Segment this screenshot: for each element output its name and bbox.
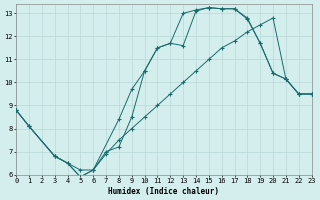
X-axis label: Humidex (Indice chaleur): Humidex (Indice chaleur) xyxy=(108,187,220,196)
